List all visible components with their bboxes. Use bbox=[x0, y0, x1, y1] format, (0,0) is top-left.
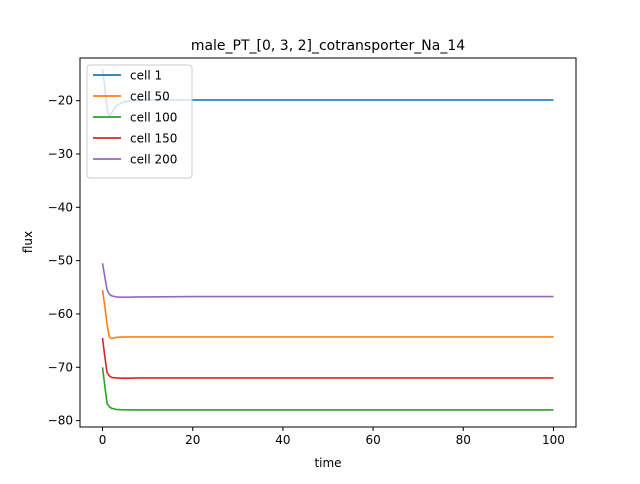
y-tick-label: −20 bbox=[48, 94, 73, 108]
series-line-5 bbox=[101, 263, 554, 299]
legend-label: cell 50 bbox=[130, 90, 170, 104]
y-tick-label: −40 bbox=[48, 200, 73, 214]
y-axis-label: flux bbox=[21, 231, 35, 253]
legend-label: cell 100 bbox=[130, 111, 177, 125]
legend: cell 1 cell 50 cell 100 cell 150 cell 200 bbox=[86, 64, 193, 179]
series-line-4 bbox=[101, 337, 554, 380]
legend-label: cell 150 bbox=[130, 132, 177, 146]
y-tick-label: −80 bbox=[48, 414, 73, 428]
x-tick-label: 60 bbox=[365, 433, 380, 447]
x-tick-label: 20 bbox=[185, 433, 200, 447]
x-tick-label: 40 bbox=[275, 433, 290, 447]
y-tick-label: −70 bbox=[48, 360, 73, 374]
x-axis: 0 20 40 60 80 100 bbox=[99, 427, 565, 447]
y-tick-label: −30 bbox=[48, 147, 73, 161]
y-tick-label: −50 bbox=[48, 254, 73, 268]
series-line-3 bbox=[101, 367, 554, 411]
x-tick-label: 80 bbox=[456, 433, 471, 447]
y-axis: −80 −70 −60 −50 −40 −30 −20 bbox=[48, 94, 80, 428]
y-tick-label: −60 bbox=[48, 307, 73, 321]
x-tick-label: 100 bbox=[542, 433, 565, 447]
x-axis-label: time bbox=[314, 456, 341, 470]
series-line-2 bbox=[101, 289, 554, 340]
x-tick-label: 0 bbox=[99, 433, 107, 447]
legend-label: cell 1 bbox=[130, 69, 162, 83]
chart-title: male_PT_[0, 3, 2]_cotransporter_Na_14 bbox=[191, 38, 465, 54]
legend-box bbox=[86, 64, 193, 179]
legend-label: cell 200 bbox=[130, 153, 177, 167]
plot-frame bbox=[79, 57, 577, 428]
